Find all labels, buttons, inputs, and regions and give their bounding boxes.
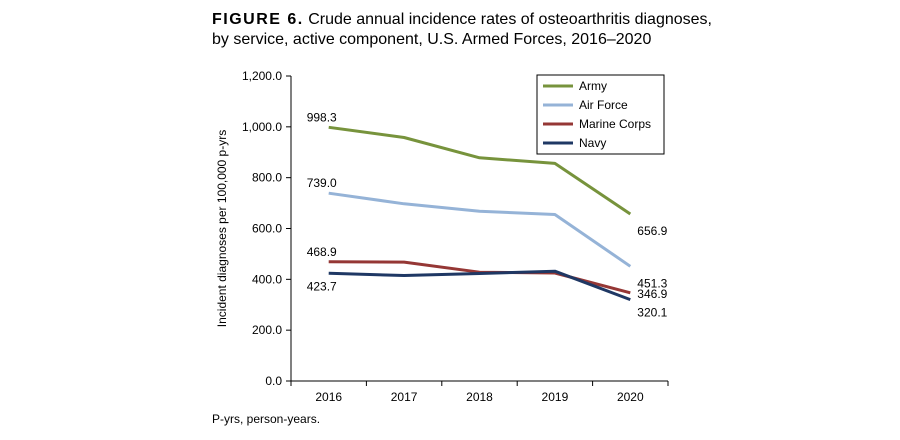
footnote: P-yrs, person-years. bbox=[212, 412, 321, 426]
x-tick-label: 2020 bbox=[617, 390, 644, 404]
data-label: 656.9 bbox=[637, 224, 667, 238]
figure-title-line2: by service, active component, U.S. Armed… bbox=[212, 31, 652, 48]
data-label: 320.1 bbox=[637, 306, 667, 320]
legend-label: Air Force bbox=[579, 98, 628, 112]
legend-label: Navy bbox=[579, 136, 606, 150]
data-label: 346.9 bbox=[637, 287, 667, 301]
data-label: 423.7 bbox=[307, 279, 337, 293]
y-axis-label: Incident diagnoses per 100,000 p-yrs bbox=[215, 130, 229, 327]
y-tick-label: 600.0 bbox=[252, 222, 282, 236]
data-label: 468.9 bbox=[307, 245, 337, 259]
y-tick-label: 1,000.0 bbox=[242, 120, 282, 134]
y-tick-label: 200.0 bbox=[252, 323, 282, 337]
legend-label: Army bbox=[579, 79, 607, 93]
y-tick-label: 0.0 bbox=[265, 374, 282, 388]
y-tick-label: 800.0 bbox=[252, 171, 282, 185]
series-line-army bbox=[328, 125, 632, 216]
data-label: 998.3 bbox=[307, 110, 337, 124]
legend-label: Marine Corps bbox=[579, 117, 651, 131]
x-tick-label: 2017 bbox=[391, 390, 418, 404]
x-tick-label: 2016 bbox=[315, 390, 342, 404]
x-tick-label: 2019 bbox=[542, 390, 569, 404]
series-line-air-force bbox=[328, 191, 632, 268]
figure-title: FIGURE 6. Crude annual incidence rates o… bbox=[212, 10, 852, 50]
data-label: 451.3 bbox=[637, 276, 667, 290]
x-tick-label: 2018 bbox=[466, 390, 493, 404]
legend-box bbox=[536, 74, 665, 155]
figure-label: FIGURE 6. bbox=[212, 11, 304, 28]
y-tick-label: 1,200.0 bbox=[242, 69, 282, 83]
series-line-marine-corps bbox=[328, 260, 631, 295]
series-line-navy bbox=[328, 269, 631, 302]
data-label: 739.0 bbox=[307, 176, 337, 190]
figure-title-line1: Crude annual incidence rates of osteoart… bbox=[308, 11, 712, 28]
y-tick-label: 400.0 bbox=[252, 272, 282, 286]
